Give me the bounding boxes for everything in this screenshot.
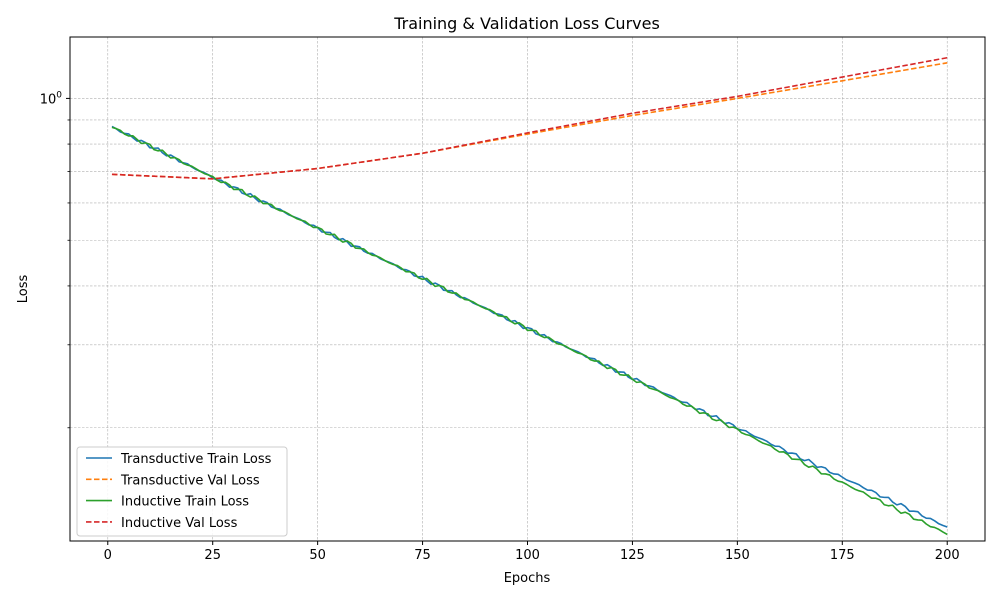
x-tick-label: 150	[725, 548, 750, 563]
y-axis-ticks: 100	[40, 90, 70, 429]
x-axis-ticks: 0 25 50 75 100 125 150 175 200	[104, 541, 960, 563]
x-axis-label: Epochs	[504, 571, 551, 586]
legend: Transductive Train Loss Transductive Val …	[76, 446, 288, 537]
x-tick-label: 25	[204, 548, 221, 563]
y-tick-label: 100	[40, 90, 63, 107]
legend-label: Transductive Train Loss	[120, 452, 272, 467]
x-tick-label: 125	[620, 548, 645, 563]
x-tick-label: 0	[104, 548, 112, 563]
chart-title: Training & Validation Loss Curves	[393, 14, 660, 33]
x-tick-label: 50	[309, 548, 326, 563]
legend-label: Transductive Val Loss	[120, 473, 260, 488]
x-tick-label: 75	[414, 548, 431, 563]
x-tick-label: 175	[830, 548, 855, 563]
series-line	[111, 125, 948, 528]
x-tick-label: 100	[515, 548, 540, 563]
series-lines	[111, 56, 948, 536]
legend-box	[76, 446, 288, 537]
legend-label: Inductive Train Loss	[121, 495, 249, 510]
x-tick-label: 200	[935, 548, 960, 563]
series-line	[111, 56, 948, 180]
series-line	[111, 126, 948, 536]
legend-label: Inductive Val Loss	[121, 516, 238, 531]
y-axis-label: Loss	[16, 275, 31, 304]
grid-lines	[70, 37, 985, 541]
